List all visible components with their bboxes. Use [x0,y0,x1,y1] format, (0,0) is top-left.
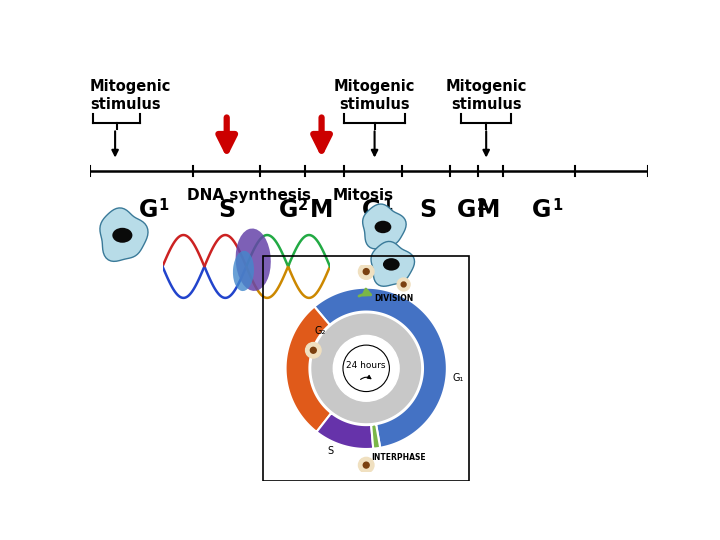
Text: Mitogenic
stimulus: Mitogenic stimulus [334,79,415,112]
Text: G: G [532,198,552,222]
Text: G: G [362,198,382,222]
Text: Mitogenic
stimulus: Mitogenic stimulus [446,79,527,112]
Text: 1: 1 [158,198,169,213]
Text: G: G [457,198,477,222]
Ellipse shape [383,258,400,271]
Text: 1: 1 [382,198,392,213]
Text: DNA synthesis: DNA synthesis [187,188,311,203]
Text: S: S [218,198,235,222]
Polygon shape [100,208,148,261]
Text: S: S [419,198,436,222]
Text: G: G [139,198,158,222]
Text: G: G [279,198,298,222]
Text: M: M [477,198,500,222]
Ellipse shape [374,221,392,233]
Text: Mitosis: Mitosis [333,188,394,203]
Text: M: M [310,198,333,222]
Text: 2: 2 [477,198,487,213]
Text: 1: 1 [552,198,562,213]
Polygon shape [371,241,415,286]
Polygon shape [363,204,406,249]
Text: 2: 2 [298,198,308,213]
Text: Mitogenic
stimulus: Mitogenic stimulus [90,79,171,112]
Ellipse shape [112,228,132,243]
